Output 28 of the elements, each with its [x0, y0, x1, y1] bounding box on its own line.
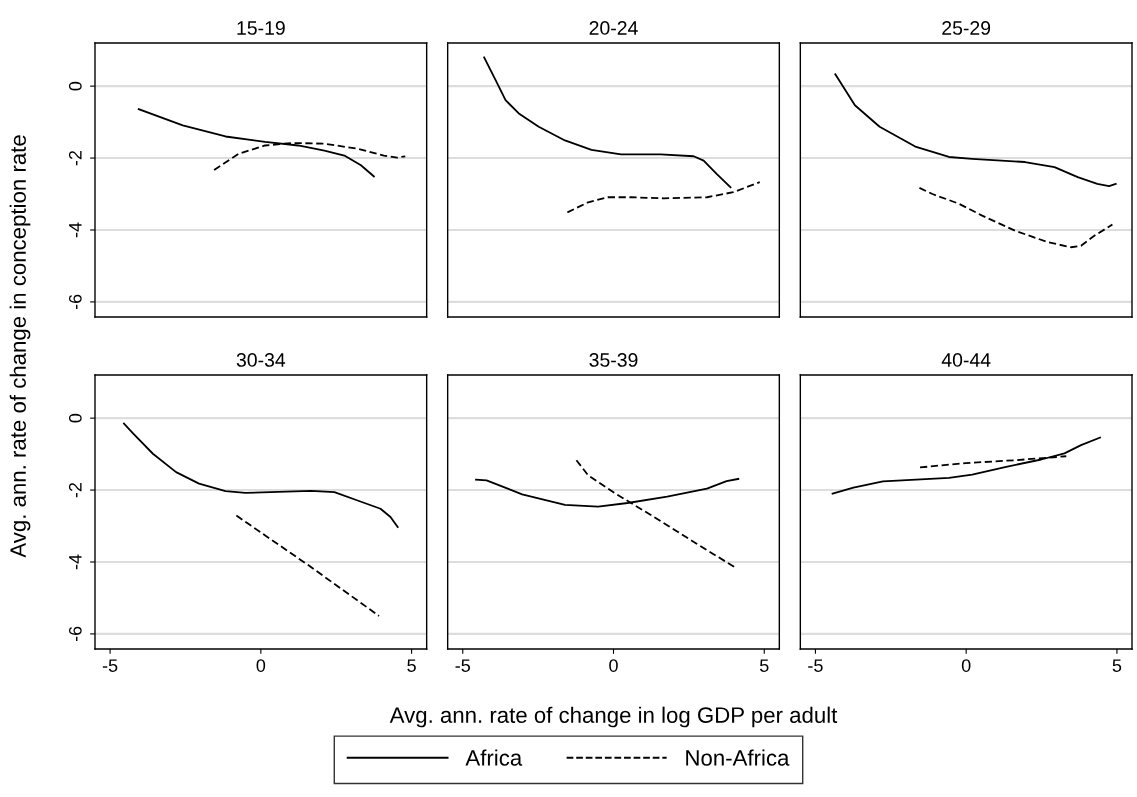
y-tick-label: -6 [68, 626, 82, 642]
y-tick-label: -6 [68, 294, 82, 310]
x-tick-label: 5 [1112, 659, 1122, 672]
x-tick-label: 0 [256, 659, 266, 672]
x-tick-label: 0 [609, 659, 618, 672]
chart-title: 30-34 [236, 353, 286, 367]
x-tick-label: -5 [455, 659, 471, 672]
y-tick-label: 0 [68, 81, 82, 91]
x-tick-label: 5 [759, 659, 769, 672]
x-tick-label: 5 [407, 659, 416, 672]
y-tick-label: -2 [68, 150, 82, 166]
y-tick-label: -2 [68, 482, 82, 498]
legend-label: Africa [465, 749, 523, 766]
y-tick-label: 0 [68, 413, 82, 423]
x-tick-label: 0 [961, 659, 971, 672]
y-tick-label: -4 [69, 222, 82, 238]
y-axis-title: Avg. ann. rate of change in conception rate [9, 135, 31, 558]
y-tick-label: -4 [69, 554, 82, 570]
chart-title: 35-39 [589, 353, 638, 367]
chart-title: 25-29 [942, 21, 991, 35]
x-tick-label: -5 [102, 659, 118, 672]
x-tick-label: -5 [808, 659, 823, 672]
chart-title: 20-24 [589, 21, 638, 35]
line-series [123, 422, 399, 529]
legend-label: Non-Africa [686, 749, 790, 766]
chart-title: 15-19 [237, 21, 285, 35]
x-axis-title: Avg. ann. rate of change in log GDP per adult [389, 706, 838, 728]
chart-title: 40-44 [941, 353, 991, 367]
